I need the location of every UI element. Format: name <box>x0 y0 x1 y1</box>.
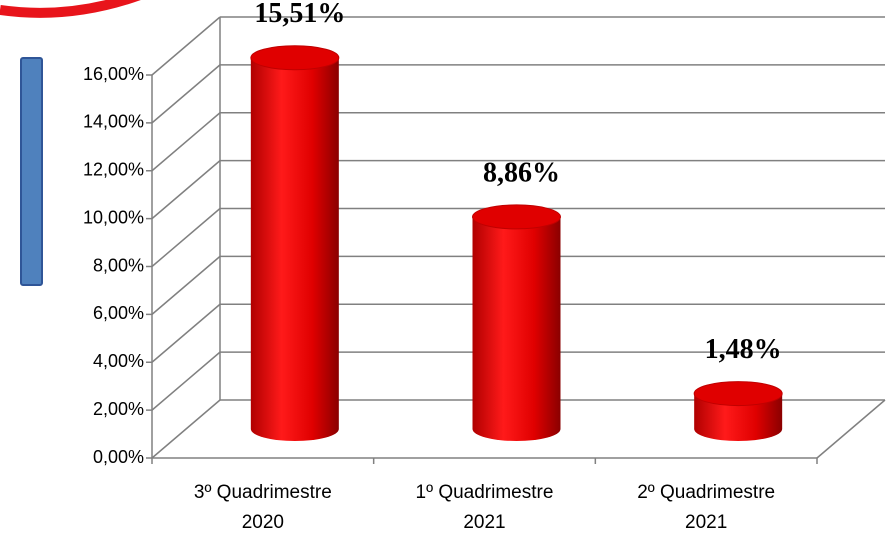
grid-line <box>151 207 221 268</box>
bar-top <box>472 204 561 230</box>
y-tick-label: 10,00% <box>83 207 144 227</box>
y-tick-label: 4,00% <box>93 351 144 371</box>
value-label: 8,86% <box>483 157 560 188</box>
bar <box>694 393 783 441</box>
grid-line <box>151 303 221 363</box>
x-tick-label: 3º Quadrimestre 2020 <box>193 482 332 533</box>
y-tick-label: 0,00% <box>93 447 144 467</box>
y-tick-label: 6,00% <box>93 303 144 323</box>
decor-bar <box>20 57 43 286</box>
y-tick-label: 16,00% <box>83 64 144 84</box>
value-label: 15,51% <box>254 0 345 29</box>
grid-line <box>151 112 221 172</box>
x-tick-label: 1º Quadrimestre 2021 <box>415 482 554 533</box>
y-tick-label: 14,00% <box>83 112 144 132</box>
y-tick-label: 8,00% <box>93 255 144 275</box>
decor-arc <box>0 0 141 18</box>
value-label: 1,48% <box>705 334 782 365</box>
bar <box>472 216 561 441</box>
x-tick-label: 2º Quadrimestre 2021 <box>637 482 776 533</box>
grid-line <box>151 160 221 220</box>
y-tick-label: 12,00% <box>83 160 144 180</box>
grid-line <box>151 351 221 411</box>
grid-line <box>151 255 221 315</box>
y-tick-label: 2,00% <box>93 399 144 419</box>
grid-line <box>151 399 221 459</box>
grid-line <box>151 16 221 76</box>
bar-top <box>250 45 340 71</box>
bar-top <box>693 381 783 407</box>
grid-line <box>151 64 221 124</box>
floor-right <box>816 399 886 459</box>
bar <box>250 57 339 442</box>
